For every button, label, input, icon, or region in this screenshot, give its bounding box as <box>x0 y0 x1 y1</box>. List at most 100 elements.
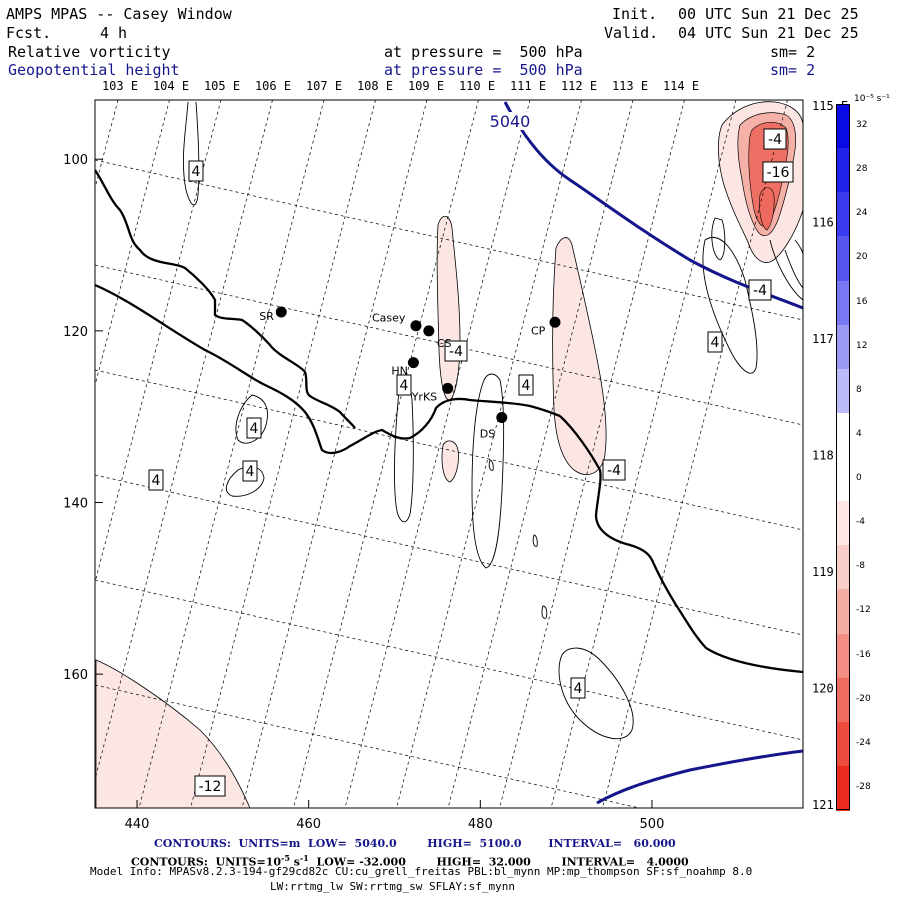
geopotential-contour-lower <box>596 749 803 805</box>
forecast-value: 4 h <box>100 24 128 42</box>
field2-name: Geopotential height <box>8 61 180 79</box>
colorbar-frame <box>836 104 850 810</box>
x-tick-label: 440 <box>125 817 150 832</box>
station-label: SR <box>259 310 274 323</box>
vorticity-contours <box>182 101 803 740</box>
colorbar-bin <box>836 148 850 193</box>
init-label: Init. <box>612 5 658 23</box>
field1-level: at pressure = 500 hPa <box>384 43 583 61</box>
vorticity-contour-label: 4 <box>400 378 409 394</box>
station-label: DS <box>480 428 495 441</box>
colorbar-bin <box>836 457 850 502</box>
forecast-label: Fcst. <box>6 24 52 42</box>
colorbar-tick-label: -28 <box>856 781 871 792</box>
longitude-label-top: 112 E <box>561 79 597 93</box>
vorticity-contour-info: CONTOURS: UNITS=10-5 s-1 LOW= -32.000 HI… <box>131 853 689 869</box>
longitude-label-top: 104 E <box>153 79 189 93</box>
colorbar-bin <box>836 633 850 679</box>
colorbar-tick-label: -16 <box>856 649 871 660</box>
model-info-physics: LW:rrtmg_lw SW:rrtmg_sw SFLAY:sf_mynn <box>270 880 516 893</box>
longitude-label-top: 109 E <box>408 79 444 93</box>
colorbar-tick-label: -12 <box>856 605 871 616</box>
vorticity-shading <box>95 101 803 808</box>
longitude-label-top: 110 E <box>459 79 495 93</box>
vorticity-contour-label: 4 <box>711 335 720 351</box>
vorticity-contour-label: -4 <box>753 283 767 299</box>
colorbar-bin <box>836 589 850 634</box>
colorbar-bin <box>836 721 850 767</box>
axes: 440 460 480 500 100 120 140 160 103 E 104 E 105 E 1… <box>63 79 848 832</box>
y-tick-label: 160 <box>63 668 88 683</box>
field2-smoothing: sm= 2 <box>770 61 816 79</box>
model-info: Model Info: MPASv8.2.3-194-gf29cd82c CU:… <box>90 865 753 878</box>
y-tick-label: 140 <box>63 496 88 511</box>
contour-labels: 4 4 4 4 4 4 4 4 -4 -4 -4 -12 -16 -4 5040 <box>148 112 794 797</box>
colorbar-bin <box>836 368 850 414</box>
plot-frame <box>94 99 804 809</box>
station-marker <box>549 316 561 328</box>
station-marker <box>410 320 422 332</box>
colorbar-tick-label: 24 <box>856 208 868 219</box>
valid-value: 04 UTC Sun 21 Dec 25 <box>678 24 859 42</box>
colorbar-tick-label: 8 <box>856 384 862 395</box>
station-label: YrKS <box>411 390 437 403</box>
station-marker <box>275 306 287 318</box>
valid-label: Valid. <box>604 24 659 42</box>
longitude-label-top: 111 E <box>510 79 546 93</box>
colorbar-unit: 10⁻⁵ s⁻¹ <box>854 94 890 104</box>
colorbar-bin <box>836 677 850 723</box>
vorticity-contour-label: 4 <box>574 681 583 697</box>
colorbar-tick-label: 12 <box>856 340 868 351</box>
station-marker <box>442 382 454 394</box>
x-tick-label: 500 <box>640 817 665 832</box>
vorticity-contour-label: 4 <box>522 378 531 394</box>
y-tick-label: 100 <box>63 153 88 168</box>
colorbar-tick-label: 16 <box>856 296 868 307</box>
colorbar-bin <box>836 412 850 458</box>
init-value: 00 UTC Sun 21 Dec 25 <box>678 5 859 23</box>
longitude-label-top: 105 E <box>204 79 240 93</box>
coastline <box>95 169 803 674</box>
field2-level: at pressure = 500 hPa <box>384 61 583 79</box>
longitude-label-top: 114 E <box>663 79 699 93</box>
vorticity-contour-label: 4 <box>152 473 161 489</box>
colorbar-tick-label: -24 <box>856 737 871 748</box>
colorbar: 32 28 24 20 16 12 8 4 0 -4 -8 -12 -16 -20 -24 -28 10⁻⁵ s… <box>826 94 900 816</box>
colorbar-bin <box>836 104 850 149</box>
station-label: CP <box>531 324 546 337</box>
vorticity-contour-label: 4 <box>192 164 201 180</box>
colorbar-tick-label: 20 <box>856 252 868 263</box>
colorbar-tick-label: 0 <box>856 473 862 484</box>
x-tick-label: 480 <box>468 817 493 832</box>
vorticity-contour-label: -4 <box>768 132 782 148</box>
vorticity-contour-label: -4 <box>607 463 621 479</box>
field1-smoothing: sm= 2 <box>770 43 816 61</box>
vorticity-contour-label: 4 <box>246 464 255 480</box>
vorticity-contour-label: 4 <box>250 421 259 437</box>
x-tick-label: 460 <box>296 817 321 832</box>
colorbar-tick-label: -8 <box>856 561 865 572</box>
colorbar-bin <box>836 192 850 237</box>
colorbar-tick-label: -4 <box>856 517 865 528</box>
longitude-label-top: 108 E <box>357 79 393 93</box>
y-tick-label: 120 <box>63 325 88 340</box>
longitude-label-top: 103 E <box>102 79 138 93</box>
colorbar-bin <box>836 324 850 370</box>
station-marker <box>496 412 508 424</box>
colorbar-tick-label: 32 <box>856 120 868 131</box>
station-marker <box>407 357 419 369</box>
colorbar-bin <box>836 501 850 546</box>
station-label: HN <box>391 365 408 378</box>
station-label: Casey <box>372 312 406 325</box>
vorticity-contour-label: -12 <box>199 779 222 795</box>
longitude-label-top: 106 E <box>255 79 291 93</box>
colorbar-tick-label: 4 <box>856 428 862 439</box>
model-title: AMPS MPAS -- Casey Window <box>6 5 232 23</box>
geopotential-contour-label: 5040 <box>490 112 531 131</box>
colorbar-tick-label: -20 <box>856 693 871 704</box>
colorbar-bin <box>836 765 850 811</box>
longitude-label-top: 107 E <box>306 79 342 93</box>
colorbar-bin <box>836 280 850 326</box>
